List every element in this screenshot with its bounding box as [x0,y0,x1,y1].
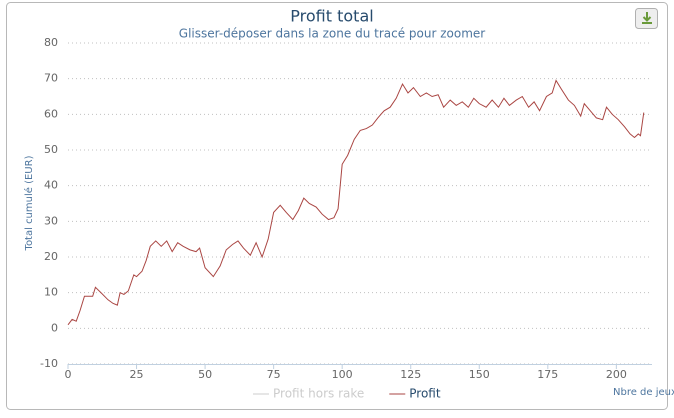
x-tick-label: 125 [400,368,421,381]
y-tick-label: 50 [44,143,58,156]
y-tick-label: 10 [44,286,58,299]
legend-item[interactable]: Profit hors rake [273,387,364,401]
x-tick-label: 200 [606,368,627,381]
y-tick-label: 0 [51,321,58,334]
series-line [67,79,645,326]
x-axis-title: Nbre de jeux [613,387,674,398]
x-tick-label: 50 [198,368,212,381]
x-tick-label: 0 [65,368,72,381]
y-axis-title: Total cumulé (EUR) [23,155,35,251]
x-tick-label: 150 [469,368,490,381]
chart-frame [6,2,668,410]
export-button[interactable] [635,8,658,29]
y-tick-label: 30 [44,214,58,227]
x-tick-label: 25 [130,368,144,381]
y-tick-label: 60 [44,107,58,120]
y-tick-label: 20 [44,250,58,263]
y-tick-label: -10 [40,357,58,370]
legend-item[interactable]: Profit [409,387,441,401]
x-tick-label: 175 [537,368,558,381]
y-tick-label: 70 [44,72,58,85]
chart-subtitle: Glisser-déposer dans la zone du tracé po… [179,27,485,41]
x-tick-label: 75 [267,368,281,381]
x-tick-label: 100 [332,368,353,381]
y-tick-label: 80 [44,36,58,49]
y-tick-label: 40 [44,179,58,192]
chart-title: Profit total [290,7,373,26]
